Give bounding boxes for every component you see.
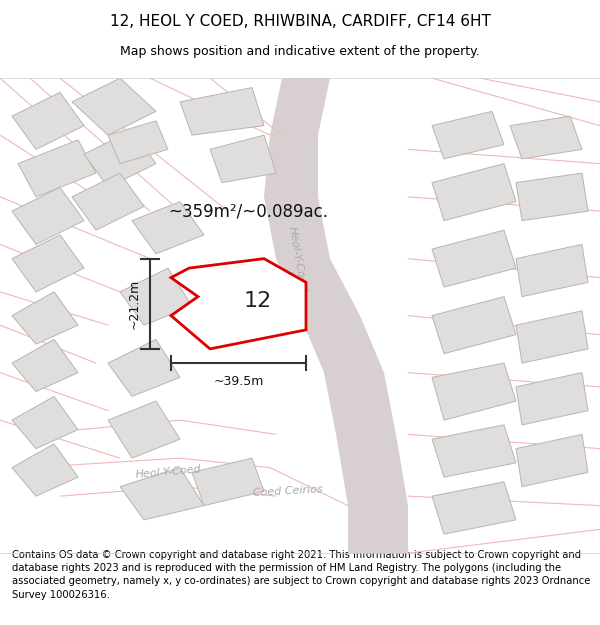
Polygon shape (12, 444, 78, 496)
Text: ~21.2m: ~21.2m (128, 279, 141, 329)
Polygon shape (12, 235, 84, 292)
Text: Heol-Y-Coed: Heol-Y-Coed (134, 464, 202, 480)
Polygon shape (180, 88, 264, 135)
Polygon shape (171, 259, 306, 349)
Polygon shape (120, 268, 192, 325)
Polygon shape (516, 434, 588, 487)
Polygon shape (432, 164, 516, 221)
Polygon shape (108, 339, 180, 396)
Polygon shape (12, 396, 78, 449)
Polygon shape (12, 292, 78, 344)
Polygon shape (210, 135, 276, 182)
Polygon shape (192, 458, 264, 506)
Text: ~39.5m: ~39.5m (214, 375, 263, 388)
Polygon shape (432, 297, 516, 354)
Text: ~359m²/~0.089ac.: ~359m²/~0.089ac. (168, 202, 328, 220)
Polygon shape (516, 372, 588, 425)
Polygon shape (132, 202, 204, 254)
Text: 12: 12 (244, 291, 272, 311)
Polygon shape (108, 401, 180, 458)
Polygon shape (264, 78, 408, 553)
Polygon shape (72, 78, 156, 135)
Polygon shape (432, 363, 516, 420)
Polygon shape (108, 121, 168, 164)
Text: 12, HEOL Y COED, RHIWBINA, CARDIFF, CF14 6HT: 12, HEOL Y COED, RHIWBINA, CARDIFF, CF14… (110, 14, 490, 29)
Text: Contains OS data © Crown copyright and database right 2021. This information is : Contains OS data © Crown copyright and d… (12, 550, 590, 599)
Text: Map shows position and indicative extent of the property.: Map shows position and indicative extent… (120, 46, 480, 58)
Polygon shape (432, 482, 516, 534)
Text: Heol-Y-Coed: Heol-Y-Coed (286, 225, 308, 292)
Polygon shape (84, 131, 156, 188)
Polygon shape (12, 339, 78, 392)
Polygon shape (516, 311, 588, 363)
Text: Coed Ceirios: Coed Ceirios (253, 484, 323, 498)
Polygon shape (18, 140, 96, 197)
Polygon shape (510, 116, 582, 159)
Polygon shape (120, 468, 204, 520)
Polygon shape (516, 173, 588, 221)
Polygon shape (432, 111, 504, 159)
Polygon shape (432, 230, 516, 287)
Polygon shape (12, 92, 84, 149)
Polygon shape (12, 188, 84, 244)
Polygon shape (516, 244, 588, 297)
Polygon shape (432, 425, 516, 477)
Polygon shape (72, 173, 144, 230)
